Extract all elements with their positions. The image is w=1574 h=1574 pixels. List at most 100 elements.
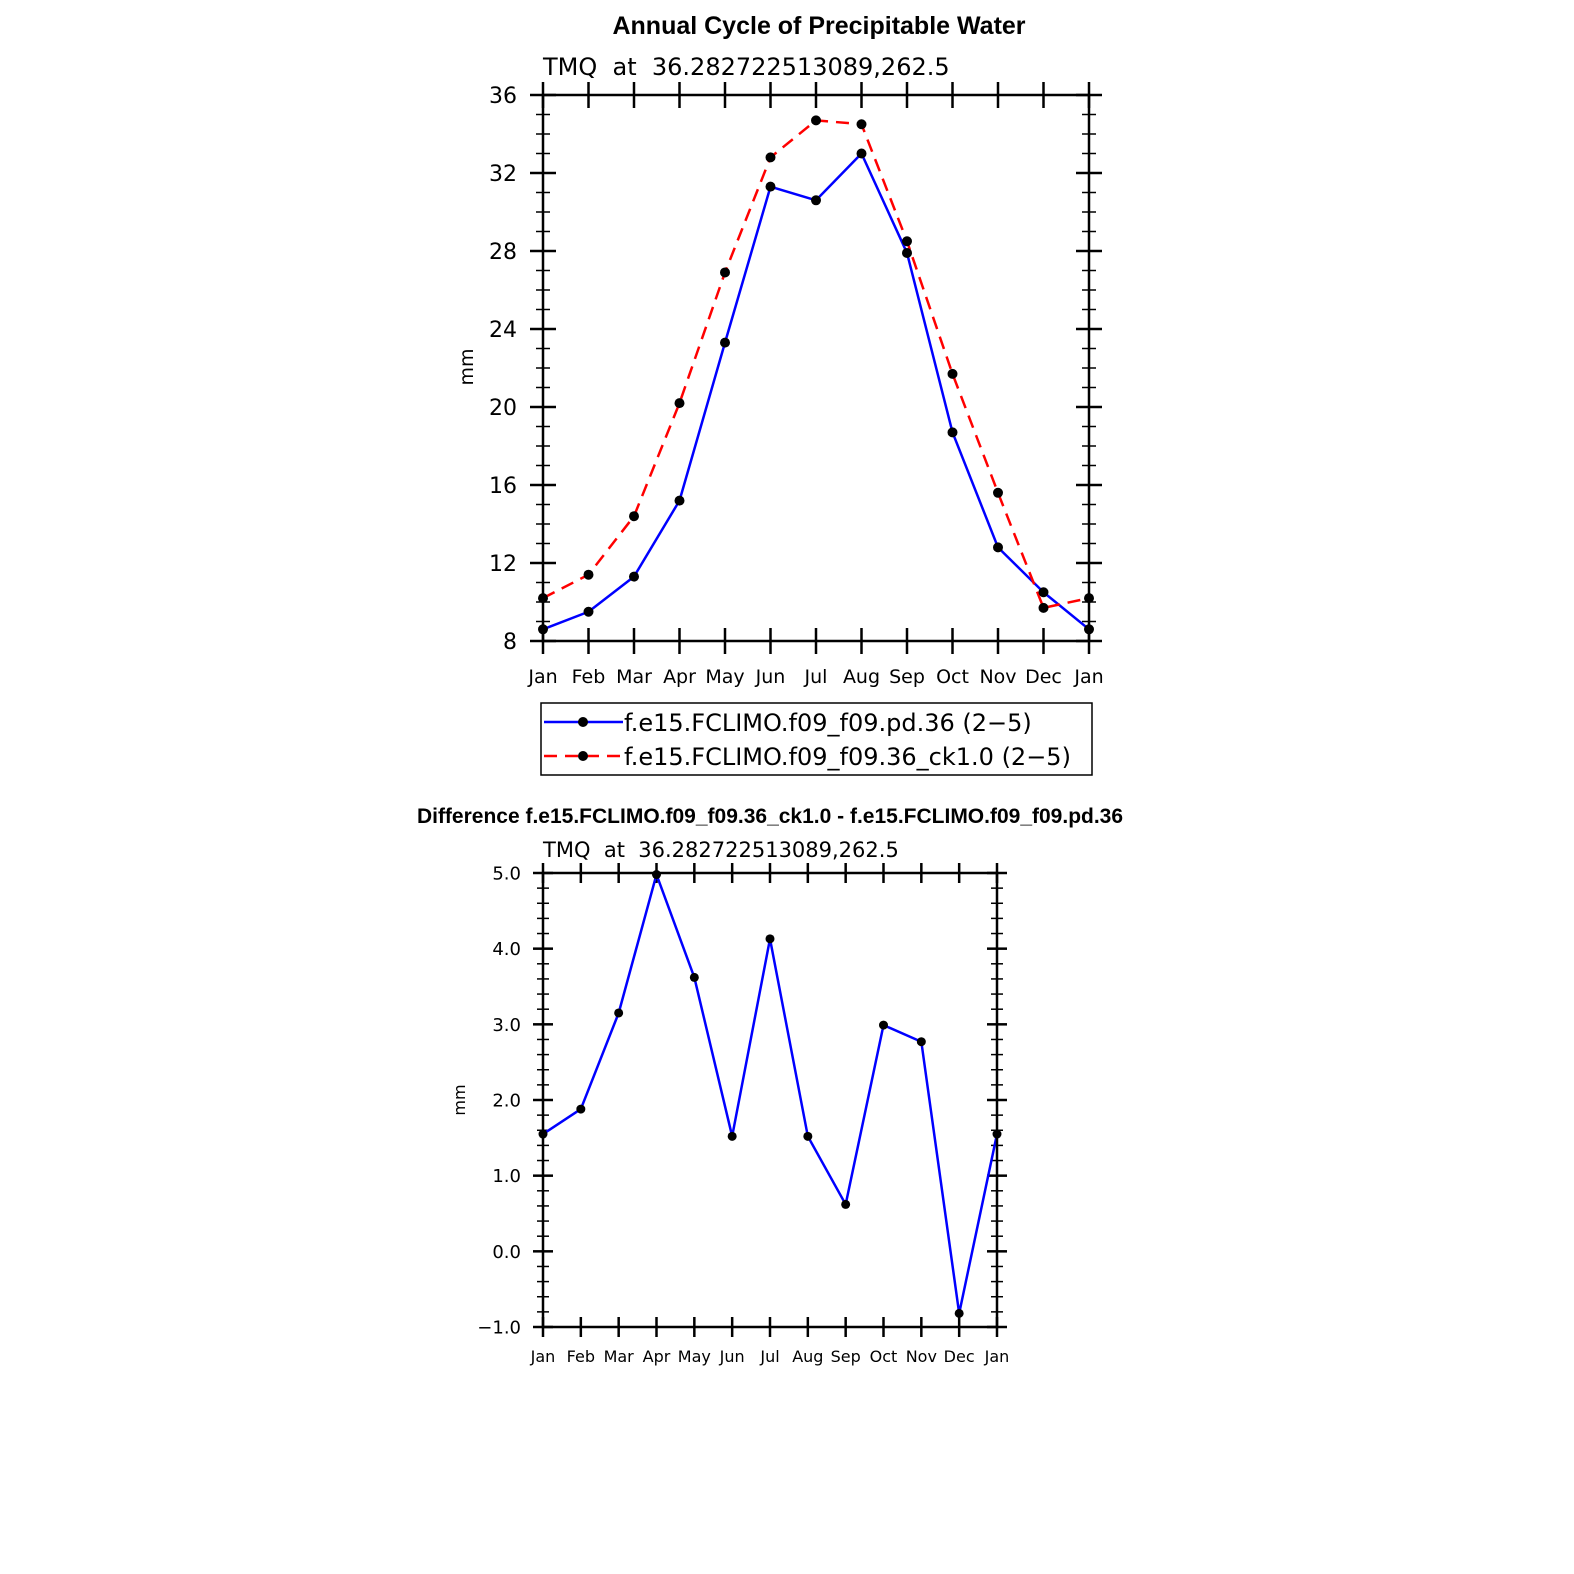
data-point xyxy=(727,1131,737,1141)
data-point xyxy=(811,195,821,206)
data-point xyxy=(856,148,867,159)
data-point xyxy=(614,1008,624,1018)
data-point xyxy=(1038,602,1049,613)
x-tick-label: Jan xyxy=(527,666,557,688)
data-point xyxy=(629,511,639,522)
x-tick-label: Aug xyxy=(843,666,880,688)
data-point xyxy=(765,181,776,192)
legend-label: f.e15.FCLIMO.f09_f09.36_ck1.0 (2−5) xyxy=(624,743,1071,771)
data-point xyxy=(576,1104,586,1114)
series-line xyxy=(542,119,1090,610)
data-point xyxy=(1038,587,1049,598)
data-point xyxy=(993,487,1003,498)
y-tick-label: 3.0 xyxy=(492,1015,521,1036)
chart-subtitle: TMQ at 36.282722513089,262.5 xyxy=(542,838,899,862)
series-layer xyxy=(538,870,1002,1318)
data-point xyxy=(954,1308,964,1318)
legend-entry: f.e15.FCLIMO.f09_f09.pd.36 (2−5) xyxy=(544,709,1032,737)
x-tick-label: Jun xyxy=(755,666,786,688)
data-point xyxy=(583,569,594,580)
data-point xyxy=(993,542,1003,553)
x-tick-label: Mar xyxy=(616,666,652,688)
data-point xyxy=(583,606,594,617)
x-tick-labels: Jan Feb Mar Apr May Jun Jul Aug Sep Oct Nov Dec Jan xyxy=(530,1347,1010,1366)
data-point xyxy=(947,427,958,438)
legend-marker xyxy=(578,717,588,727)
y-axis-label: mm xyxy=(450,1084,469,1115)
axis-ticks xyxy=(530,82,1102,654)
y-tick-label: 24 xyxy=(489,318,517,343)
series-line xyxy=(542,152,1090,631)
x-tick-labels: Jan Feb Mar Apr May Jun Jul Aug Sep Oct Nov Dec Jan xyxy=(527,666,1103,688)
x-tick-label: Jun xyxy=(719,1347,745,1366)
x-tick-label: May xyxy=(678,1347,711,1366)
y-tick-label: 8 xyxy=(503,630,517,655)
y-tick-labels: −1.0 0.0 1.0 2.0 3.0 4.0 5.0 xyxy=(477,863,521,1338)
x-tick-label: Jul xyxy=(759,1347,779,1366)
legend-entry: f.e15.FCLIMO.f09_f09.36_ck1.0 (2−5) xyxy=(544,743,1071,771)
y-tick-label: 36 xyxy=(489,84,517,109)
data-point xyxy=(902,247,912,258)
x-tick-label: Sep xyxy=(889,666,925,688)
data-point xyxy=(720,337,730,348)
data-point xyxy=(765,934,775,944)
y-tick-label: −1.0 xyxy=(477,1317,521,1338)
y-axis-label: mm xyxy=(456,348,478,385)
series-layer xyxy=(538,115,1094,635)
legend-label: f.e15.FCLIMO.f09_f09.pd.36 (2−5) xyxy=(624,709,1032,737)
data-point xyxy=(629,571,639,582)
y-tick-label: 12 xyxy=(489,552,517,577)
plot-frame xyxy=(541,871,999,1329)
data-point xyxy=(841,1199,851,1209)
x-tick-label: Sep xyxy=(831,1347,861,1366)
x-tick-label: Nov xyxy=(979,666,1016,688)
x-tick-label: Apr xyxy=(643,1347,671,1366)
data-point xyxy=(652,870,661,880)
x-tick-label: Jan xyxy=(530,1347,556,1366)
x-tick-label: Oct xyxy=(870,1347,898,1366)
x-tick-label: Jan xyxy=(1073,666,1103,688)
x-tick-label: Jul xyxy=(804,666,828,688)
y-tick-label: 4.0 xyxy=(492,939,521,960)
x-tick-label: Mar xyxy=(604,1347,635,1366)
chart-title: Annual Cycle of Precipitable Water xyxy=(612,12,1025,40)
y-tick-labels: 8 12 16 20 24 28 32 36 xyxy=(489,84,517,655)
data-point xyxy=(720,267,730,278)
y-tick-label: 20 xyxy=(489,396,517,421)
y-tick-label: 2.0 xyxy=(492,1090,521,1111)
plot-frame xyxy=(541,93,1091,643)
chart-title: Difference f.e15.FCLIMO.f09_f09.36_ck1.0… xyxy=(417,805,1123,828)
annual-cycle-chart: Annual Cycle of Precipitable Water TMQ a… xyxy=(456,12,1104,776)
legend-marker xyxy=(578,751,588,761)
legend-box xyxy=(540,702,1093,776)
x-tick-label: Nov xyxy=(906,1347,937,1366)
x-tick-label: Jan xyxy=(984,1347,1010,1366)
data-point xyxy=(674,398,685,409)
y-tick-label: 32 xyxy=(489,162,517,187)
data-point xyxy=(916,1037,926,1047)
x-tick-label: Oct xyxy=(936,666,969,688)
x-tick-label: Apr xyxy=(663,666,696,688)
data-point xyxy=(856,119,867,130)
x-tick-label: Dec xyxy=(944,1347,975,1366)
x-tick-label: Feb xyxy=(567,1347,595,1366)
data-point xyxy=(947,368,958,379)
data-point xyxy=(689,972,699,982)
data-point xyxy=(803,1131,813,1141)
chart-subtitle: TMQ at 36.282722513089,262.5 xyxy=(542,53,950,81)
x-tick-label: Feb xyxy=(572,666,606,688)
legend: f.e15.FCLIMO.f09_f09.pd.36 (2−5) f.e15.F… xyxy=(540,702,1093,776)
y-tick-label: 28 xyxy=(489,240,517,265)
y-tick-label: 16 xyxy=(489,474,517,499)
data-point xyxy=(765,152,776,163)
y-tick-label: 5.0 xyxy=(492,863,521,884)
axis-ticks xyxy=(533,863,1007,1337)
data-point xyxy=(811,115,821,126)
y-tick-label: 1.0 xyxy=(492,1166,521,1187)
data-point xyxy=(674,495,685,506)
data-point xyxy=(902,236,912,247)
x-tick-label: May xyxy=(705,666,744,688)
data-point xyxy=(879,1020,888,1030)
y-tick-label: 0.0 xyxy=(492,1242,521,1263)
